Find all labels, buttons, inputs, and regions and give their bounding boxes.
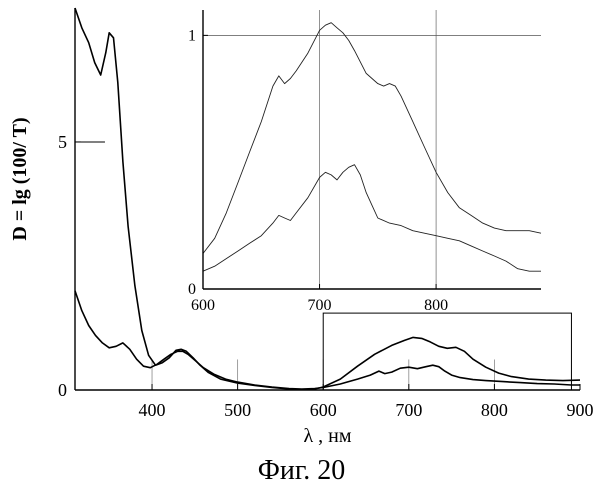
inset-chart: 600 700 800 0 1 — [188, 10, 541, 314]
main-x-tick-label: 600 — [310, 400, 337, 420]
main-x-tick-label: 700 — [395, 400, 422, 420]
x-axis-label: λ , нм — [303, 425, 351, 447]
inset-x-tick-label: 800 — [424, 297, 448, 314]
inset-y-tick-label: 0 — [188, 281, 196, 298]
inset-x-tick-label: 700 — [308, 297, 332, 314]
main-y-tick-label: 0 — [58, 380, 67, 400]
main-x-tick-label: 900 — [567, 400, 594, 420]
y-axis-label: D = lg (100/ T) — [9, 117, 31, 240]
inset-x-tick-label: 600 — [191, 297, 215, 314]
main-y-tick-label: 5 — [58, 132, 67, 152]
main-x-tick-label: 800 — [481, 400, 508, 420]
inset-background — [203, 10, 541, 289]
main-y-ticks: 05 — [58, 132, 81, 400]
main-x-tick-label: 400 — [139, 400, 166, 420]
main-x-tick-label: 500 — [224, 400, 251, 420]
inset-y-tick-label: 1 — [188, 27, 196, 44]
figure-caption: Фиг. 20 — [0, 455, 603, 487]
